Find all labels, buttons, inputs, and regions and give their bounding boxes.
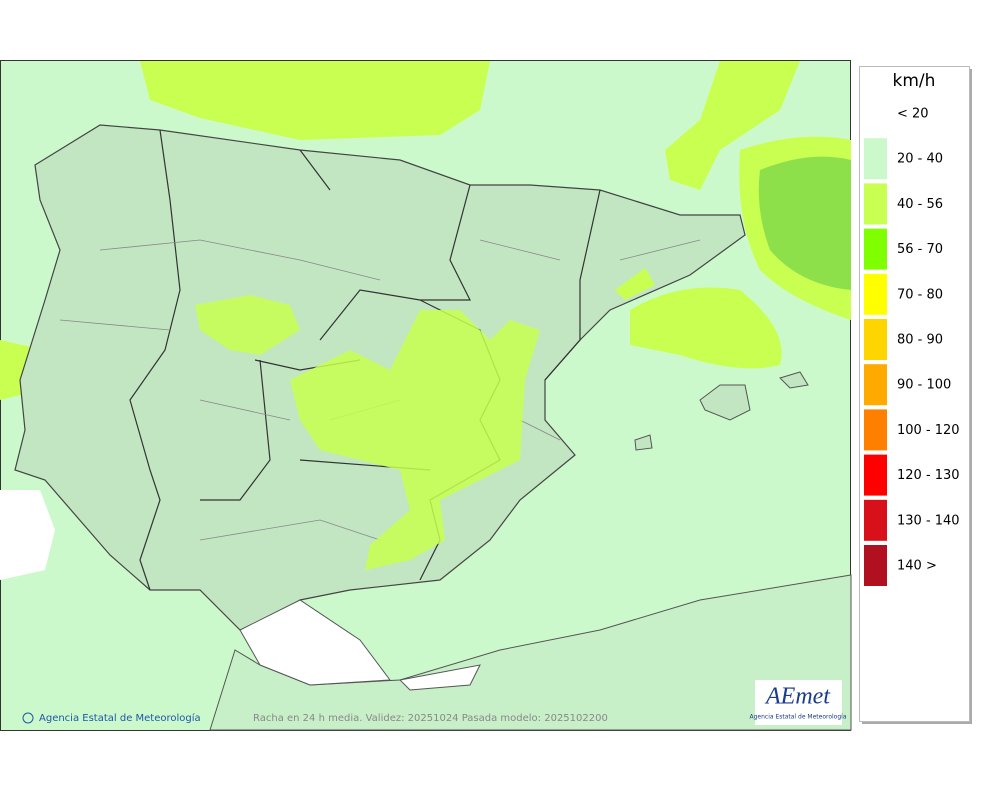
- legend-label: 56 - 70: [897, 242, 943, 257]
- legend-swatch: [864, 319, 887, 360]
- legend-title: km/h: [893, 71, 936, 91]
- legend-label: 70 - 80: [897, 287, 943, 302]
- credit: Agencia Estatal de Meteorología: [39, 712, 201, 724]
- caption: Racha en 24 h media. Validez: 20251024 P…: [253, 713, 608, 724]
- logo: AEmet: [764, 684, 831, 710]
- copyright-icon: [22, 712, 34, 724]
- wind-zone: [630, 287, 782, 369]
- wind-zone: [758, 156, 851, 290]
- logo-subtitle: Agencia Estatal de Meteorología: [750, 714, 847, 721]
- legend-label: 40 - 56: [897, 197, 943, 212]
- legend-swatch: [864, 93, 887, 134]
- wind-zone: [615, 268, 655, 300]
- legend-swatch: [864, 364, 887, 406]
- logo-box: [755, 680, 842, 725]
- legend-swatch: [864, 138, 887, 180]
- legend-label: < 20: [897, 107, 929, 122]
- legend-label: 120 - 130: [897, 468, 960, 483]
- legend-swatch: [864, 409, 887, 451]
- legend-swatch: [864, 273, 887, 315]
- wind-zone: [290, 310, 540, 570]
- legend-label: 90 - 100: [897, 378, 951, 393]
- legend-swatch: [864, 183, 887, 225]
- wind-zone: [665, 61, 800, 190]
- no-data-area: [239, 599, 481, 691]
- legend-swatch: [864, 499, 887, 541]
- wind-zone: [140, 61, 490, 140]
- legend-label: 80 - 90: [897, 333, 943, 348]
- islands: [634, 371, 809, 451]
- no-data-area: [0, 490, 55, 580]
- map: Agencia Estatal de Meteorología Racha en…: [0, 60, 852, 731]
- legend-label: 130 - 140: [897, 513, 960, 528]
- legend-swatch: [864, 454, 887, 496]
- north-africa: [209, 574, 852, 731]
- legend-swatch: [864, 545, 887, 586]
- legend-label: 100 - 120: [897, 423, 960, 438]
- legend-swatch: [864, 228, 887, 270]
- legend-label: 140 >: [897, 559, 937, 574]
- legend-label: 20 - 40: [897, 152, 943, 167]
- wind-zone: [195, 295, 300, 355]
